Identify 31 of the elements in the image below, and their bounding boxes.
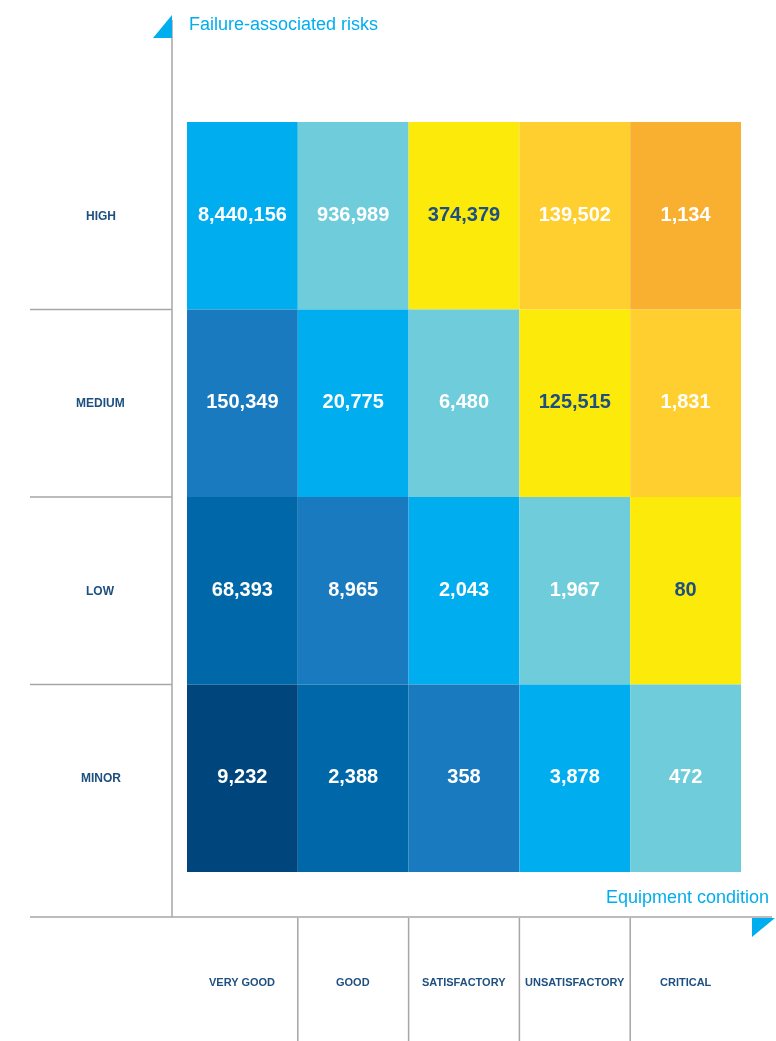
y-axis-title: Failure-associated risks <box>189 14 379 34</box>
data-label: 6,480 <box>438 390 490 413</box>
data-label: 472 <box>668 765 703 788</box>
y-tick-label: HIGH <box>86 209 116 223</box>
x-tick-label: GOOD <box>336 976 370 988</box>
x-tick-label: CRITICAL <box>660 976 712 988</box>
data-label: 358 <box>447 765 481 788</box>
data-label: 9,232 <box>217 765 268 788</box>
data-label: 20,775 <box>322 390 384 413</box>
data-label: 150,349 <box>206 390 279 413</box>
data-label: 1,967 <box>549 577 600 600</box>
data-label: 2,388 <box>328 765 379 788</box>
data-label: 8,965 <box>328 577 379 600</box>
data-label: 374,379 <box>427 202 501 225</box>
data-label: 125,515 <box>538 390 611 413</box>
data-label: 1,831 <box>660 390 711 413</box>
data-label: 2,043 <box>438 577 490 600</box>
data-label: 1,134 <box>660 202 712 225</box>
data-label: 68,393 <box>211 577 273 600</box>
data-label: 3,878 <box>549 765 600 788</box>
data-label: 936,989 <box>317 202 390 225</box>
data-label: 80 <box>674 577 697 600</box>
x-tick-label: UNSATISFACTORY <box>525 976 626 988</box>
data-label: 8,440,156 <box>197 202 287 225</box>
x-tick-label: VERY GOOD <box>209 976 276 988</box>
y-tick-label: LOW <box>86 584 115 598</box>
data-label: 139,502 <box>538 202 611 225</box>
y-tick-label: MEDIUM <box>76 396 125 410</box>
x-axis-title: Equipment condition <box>606 887 770 907</box>
x-tick-label: SATISFACTORY <box>422 976 507 988</box>
y-tick-label: MINOR <box>81 771 122 785</box>
